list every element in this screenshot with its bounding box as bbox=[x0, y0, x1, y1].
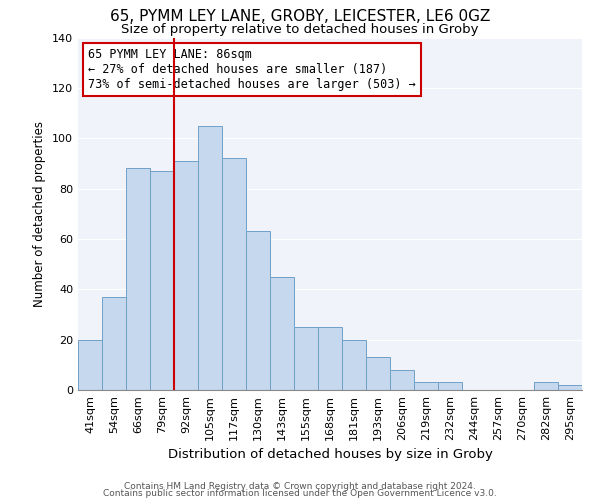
X-axis label: Distribution of detached houses by size in Groby: Distribution of detached houses by size … bbox=[167, 448, 493, 462]
Bar bbox=[246, 232, 270, 390]
Text: Contains public sector information licensed under the Open Government Licence v3: Contains public sector information licen… bbox=[103, 488, 497, 498]
Bar bbox=[222, 158, 246, 390]
Bar bbox=[390, 370, 414, 390]
Text: 65, PYMM LEY LANE, GROBY, LEICESTER, LE6 0GZ: 65, PYMM LEY LANE, GROBY, LEICESTER, LE6… bbox=[110, 9, 490, 24]
Text: Size of property relative to detached houses in Groby: Size of property relative to detached ho… bbox=[121, 22, 479, 36]
Bar bbox=[342, 340, 366, 390]
Bar bbox=[174, 161, 198, 390]
Bar bbox=[78, 340, 102, 390]
Bar bbox=[366, 358, 390, 390]
Bar bbox=[270, 276, 294, 390]
Bar bbox=[318, 327, 342, 390]
Bar bbox=[558, 385, 582, 390]
Bar bbox=[126, 168, 150, 390]
Bar bbox=[102, 297, 126, 390]
Bar bbox=[438, 382, 462, 390]
Y-axis label: Number of detached properties: Number of detached properties bbox=[34, 120, 46, 306]
Bar bbox=[414, 382, 438, 390]
Bar bbox=[198, 126, 222, 390]
Bar bbox=[150, 171, 174, 390]
Bar bbox=[534, 382, 558, 390]
Text: 65 PYMM LEY LANE: 86sqm
← 27% of detached houses are smaller (187)
73% of semi-d: 65 PYMM LEY LANE: 86sqm ← 27% of detache… bbox=[88, 48, 416, 91]
Text: Contains HM Land Registry data © Crown copyright and database right 2024.: Contains HM Land Registry data © Crown c… bbox=[124, 482, 476, 491]
Bar bbox=[294, 327, 318, 390]
